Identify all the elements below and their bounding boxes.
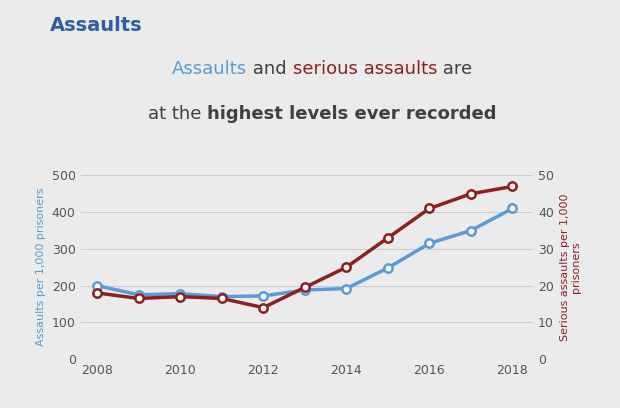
Y-axis label: Serious assaults per 1,000
prisoners: Serious assaults per 1,000 prisoners (560, 193, 581, 341)
Text: Assaults: Assaults (50, 16, 142, 35)
Text: serious assaults: serious assaults (293, 60, 437, 78)
Text: Assaults: Assaults (172, 60, 247, 78)
Text: at the: at the (148, 105, 207, 123)
Text: highest levels ever recorded: highest levels ever recorded (207, 105, 497, 123)
Y-axis label: Assaults per 1,000 prisoners: Assaults per 1,000 prisoners (36, 188, 46, 346)
Text: are: are (437, 60, 472, 78)
Text: and: and (247, 60, 293, 78)
